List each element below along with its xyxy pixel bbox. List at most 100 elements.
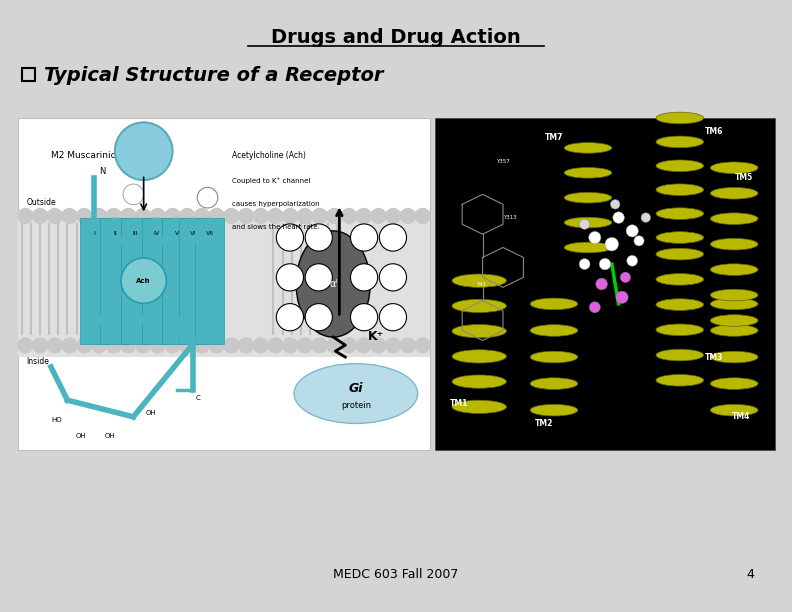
Ellipse shape [294, 364, 417, 424]
Circle shape [195, 338, 209, 353]
Ellipse shape [710, 187, 758, 199]
Text: Acetylcholine (Ach): Acetylcholine (Ach) [232, 151, 307, 160]
Circle shape [356, 338, 371, 353]
Ellipse shape [710, 298, 758, 310]
Text: Drugs and Drug Action: Drugs and Drug Action [271, 28, 521, 47]
Circle shape [283, 209, 298, 223]
Circle shape [351, 304, 378, 331]
Text: IV: IV [153, 231, 159, 236]
Bar [80, 218, 109, 344]
Circle shape [268, 209, 283, 223]
Circle shape [106, 338, 121, 353]
Text: TM5: TM5 [735, 173, 753, 182]
Circle shape [121, 258, 166, 304]
Circle shape [62, 338, 77, 353]
Circle shape [276, 304, 303, 331]
Circle shape [92, 209, 106, 223]
Circle shape [32, 209, 48, 223]
Circle shape [415, 338, 430, 353]
Ellipse shape [710, 378, 758, 389]
Circle shape [92, 338, 106, 353]
Text: αᴵ: αᴵ [329, 279, 337, 289]
Circle shape [180, 338, 195, 353]
Ellipse shape [710, 351, 758, 363]
Text: and slows the heart rate.: and slows the heart rate. [232, 224, 320, 230]
Ellipse shape [656, 208, 703, 220]
Circle shape [305, 224, 333, 251]
Circle shape [298, 209, 312, 223]
Circle shape [626, 225, 638, 237]
Circle shape [600, 258, 611, 270]
Text: TM3: TM3 [705, 353, 723, 362]
Circle shape [341, 338, 356, 353]
Circle shape [371, 209, 386, 223]
Text: MEDC 603 Fall 2007: MEDC 603 Fall 2007 [333, 569, 459, 581]
Text: TM6: TM6 [705, 127, 723, 136]
Circle shape [62, 209, 77, 223]
Circle shape [305, 304, 333, 331]
Text: N: N [99, 166, 105, 176]
Circle shape [379, 304, 406, 331]
Ellipse shape [656, 274, 703, 285]
Text: Coupled to K⁺ channel: Coupled to K⁺ channel [232, 177, 310, 184]
Ellipse shape [656, 160, 703, 171]
Circle shape [616, 291, 628, 304]
Circle shape [312, 209, 327, 223]
Circle shape [298, 338, 312, 353]
Text: 4: 4 [746, 569, 754, 581]
Circle shape [283, 338, 298, 353]
Text: Y313: Y313 [503, 215, 516, 220]
Circle shape [150, 209, 166, 223]
Text: TM2: TM2 [535, 419, 553, 428]
Ellipse shape [656, 299, 703, 310]
Text: Y357: Y357 [497, 159, 510, 163]
Ellipse shape [530, 351, 578, 363]
Text: Typical Structure of a Receptor: Typical Structure of a Receptor [44, 66, 383, 85]
Text: Y41: Y41 [476, 282, 486, 286]
Text: V: V [174, 231, 179, 236]
Text: Inside: Inside [26, 357, 49, 366]
Circle shape [150, 338, 166, 353]
Bar [101, 218, 129, 344]
Text: protein: protein [341, 401, 371, 410]
Circle shape [386, 209, 401, 223]
Circle shape [341, 209, 356, 223]
Circle shape [386, 338, 401, 353]
Ellipse shape [452, 274, 506, 287]
Ellipse shape [710, 289, 758, 301]
Circle shape [209, 209, 224, 223]
Ellipse shape [656, 349, 703, 361]
Ellipse shape [452, 349, 506, 363]
Circle shape [351, 264, 378, 291]
Ellipse shape [452, 324, 506, 338]
Circle shape [596, 278, 607, 289]
Circle shape [18, 209, 32, 223]
Circle shape [356, 209, 371, 223]
Circle shape [351, 224, 378, 251]
Circle shape [268, 338, 283, 353]
Circle shape [209, 338, 224, 353]
Text: C: C [196, 395, 201, 401]
Circle shape [620, 272, 630, 283]
Text: TM7: TM7 [545, 133, 563, 143]
Ellipse shape [564, 168, 611, 178]
Text: VI: VI [190, 231, 196, 236]
Bar [18, 211, 430, 357]
Circle shape [180, 209, 195, 223]
Circle shape [589, 302, 600, 313]
Circle shape [18, 338, 32, 353]
Text: Gi: Gi [348, 382, 363, 395]
Circle shape [48, 338, 63, 353]
Bar [162, 218, 191, 344]
Ellipse shape [710, 162, 758, 174]
Ellipse shape [452, 400, 506, 414]
Circle shape [613, 212, 624, 223]
Circle shape [580, 219, 590, 230]
Circle shape [115, 122, 173, 180]
Circle shape [371, 338, 386, 353]
Bar [121, 218, 150, 344]
Circle shape [77, 209, 92, 223]
Bar [18, 118, 430, 450]
Text: HO: HO [51, 417, 62, 423]
Text: I: I [93, 231, 95, 236]
